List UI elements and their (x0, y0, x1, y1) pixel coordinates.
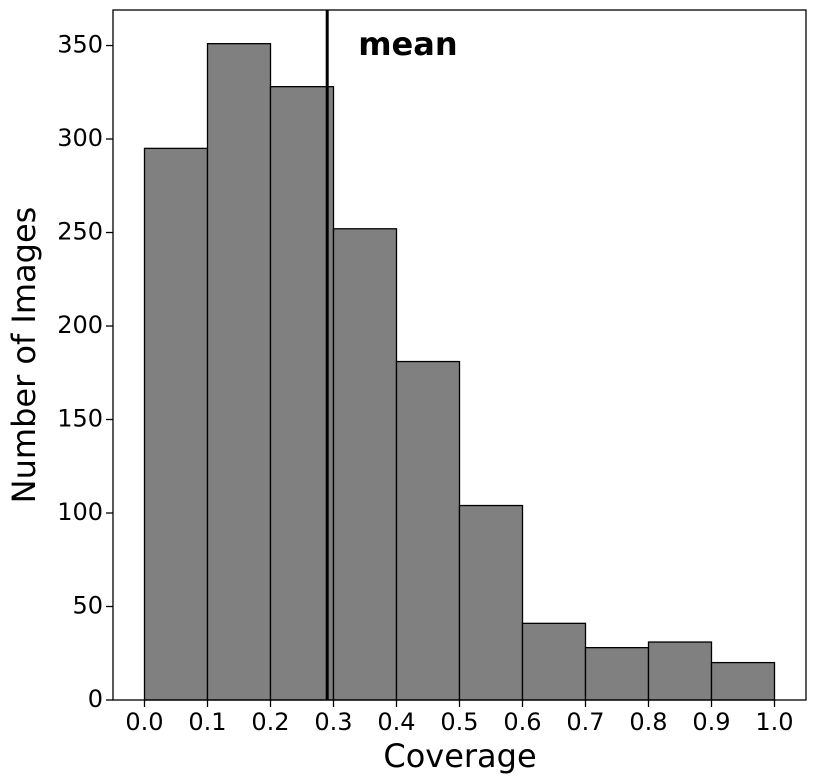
x-tick-label: 0.1 (188, 708, 226, 736)
y-tick-label: 250 (57, 218, 103, 246)
y-tick-label: 300 (57, 124, 103, 152)
mean-label: mean (358, 25, 457, 63)
bar (395, 360, 461, 701)
x-tick-label: 0.0 (125, 708, 163, 736)
x-tick-label: 0.7 (566, 708, 604, 736)
y-tick-label: 50 (72, 592, 103, 620)
y-tick-label: 200 (57, 311, 103, 339)
x-tick-label: 0.9 (692, 708, 730, 736)
x-tick-label: 0.5 (440, 708, 478, 736)
bar (521, 622, 587, 701)
y-tick-label: 350 (57, 31, 103, 59)
x-tick-label: 0.8 (629, 708, 667, 736)
bar (710, 661, 776, 701)
y-axis-label: Number of Images (5, 207, 43, 504)
y-tick-label: 100 (57, 498, 103, 526)
bar (332, 228, 398, 701)
y-tick-label: 0 (88, 685, 103, 713)
bar (458, 504, 524, 701)
bar (206, 43, 272, 701)
bar (584, 646, 650, 701)
x-tick-label: 0.3 (314, 708, 352, 736)
x-tick-label: 1.0 (755, 708, 793, 736)
x-tick-label: 0.2 (251, 708, 289, 736)
x-tick-label: 0.4 (377, 708, 415, 736)
bar (647, 641, 713, 701)
y-tick-label: 150 (57, 405, 103, 433)
bar (269, 86, 335, 701)
x-axis-label: Coverage (383, 737, 536, 775)
x-tick-label: 0.6 (503, 708, 541, 736)
bar (143, 147, 209, 701)
